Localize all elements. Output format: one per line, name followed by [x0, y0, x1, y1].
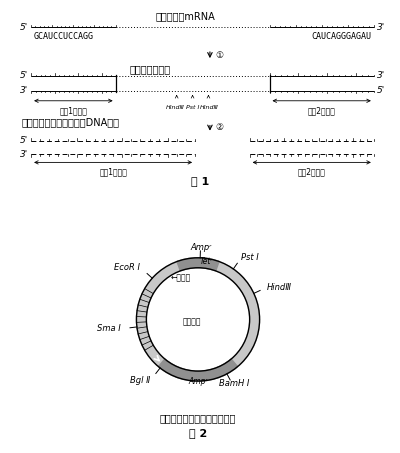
Text: 3': 3'	[377, 23, 385, 32]
Text: 引物1结合区: 引物1结合区	[60, 107, 87, 116]
Text: 用于构建基因表达载体的DNA片段: 用于构建基因表达载体的DNA片段	[21, 118, 119, 128]
Text: 用于构建基因表达载体的质粒: 用于构建基因表达载体的质粒	[160, 413, 236, 423]
Text: 图 1: 图 1	[191, 176, 209, 186]
Text: 5': 5'	[20, 72, 28, 81]
Text: Tetʳ: Tetʳ	[199, 257, 213, 266]
Text: 复制原点: 复制原点	[183, 317, 202, 326]
Text: Sma I: Sma I	[97, 324, 121, 333]
Text: HindⅢ: HindⅢ	[200, 105, 219, 110]
Text: HindⅢ: HindⅢ	[266, 283, 292, 292]
Text: ①: ①	[215, 51, 223, 59]
Polygon shape	[177, 258, 219, 271]
Text: Pst I: Pst I	[241, 253, 259, 262]
Text: Pst I: Pst I	[186, 105, 199, 110]
Text: Ampʳ: Ampʳ	[190, 243, 211, 252]
Text: CAUCAGGGAGAU: CAUCAGGGAGAU	[312, 32, 372, 41]
Text: 3': 3'	[377, 72, 385, 81]
Text: EcoR I: EcoR I	[114, 263, 140, 272]
Text: 3': 3'	[20, 87, 28, 95]
Text: 5': 5'	[377, 87, 385, 95]
Polygon shape	[136, 258, 260, 381]
Text: GCAUCCUCCAGG: GCAUCCUCCAGG	[33, 32, 93, 41]
Text: 3': 3'	[20, 150, 28, 159]
Text: 图 2: 图 2	[189, 428, 207, 438]
Polygon shape	[158, 359, 238, 381]
Text: Bgl Ⅱ: Bgl Ⅱ	[130, 376, 150, 385]
Text: 5': 5'	[20, 136, 28, 145]
Text: ←启动子: ←启动子	[170, 273, 190, 282]
Text: 5': 5'	[20, 23, 28, 32]
Text: 人生长激素基因: 人生长激素基因	[130, 64, 171, 74]
Text: 人生长激素mRNA: 人生长激素mRNA	[155, 11, 215, 21]
Text: 引物1序列区: 引物1序列区	[99, 167, 127, 176]
Text: HindⅢ: HindⅢ	[166, 105, 185, 110]
Text: ②: ②	[215, 123, 223, 132]
Text: 引物2结合区: 引物2结合区	[308, 107, 336, 116]
Text: Ampʳ: Ampʳ	[188, 376, 208, 386]
Text: BamH I: BamH I	[219, 379, 250, 388]
Text: 引物2序列区: 引物2序列区	[298, 167, 326, 176]
